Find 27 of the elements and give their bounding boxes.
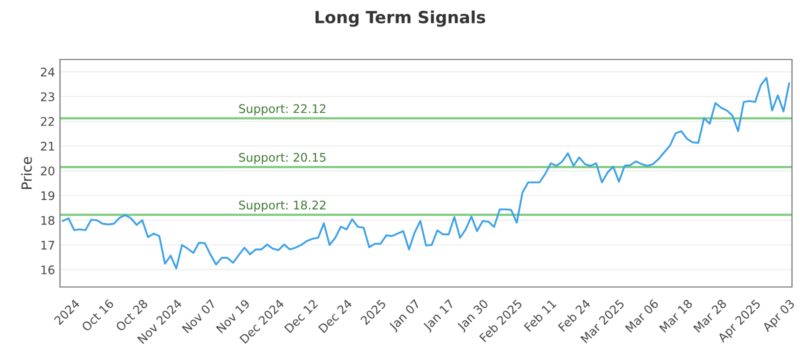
y-tick-label: 21 (40, 142, 54, 151)
ref-line-label: Support: 20.15 (239, 152, 326, 164)
chart-title: Long Term Signals (316, 10, 486, 27)
x-tick-label: Oct 28 (115, 298, 148, 332)
line-series (62, 76, 790, 270)
y-tick-label: 24 (40, 68, 54, 76)
x-tick-label: Apr 03 (762, 298, 797, 334)
x-tick-label: Feb 24 (558, 298, 591, 332)
x-tick-label: Mar 18 (658, 298, 693, 333)
x-tick-label: Jan 07 (388, 298, 422, 333)
ref-line-label: Support: 22.12 (239, 104, 326, 116)
x-tick-label: Nov 07 (182, 298, 216, 334)
x-tick-label: Feb 11 (524, 298, 557, 332)
x-tick-label: Dec 12 (284, 299, 318, 334)
x-tick-label: Oct 16 (81, 298, 114, 332)
y-tick-label: 18 (41, 216, 54, 225)
y-tick-label: 22 (40, 117, 54, 126)
y-axis-title: Price (21, 157, 32, 189)
y-tick-label: 17 (41, 240, 54, 250)
y-tick-label: 16 (41, 265, 54, 274)
x-tick-label: Jan 17 (422, 299, 456, 333)
ref-line-label: Support: 18.22 (239, 200, 326, 212)
x-tick-label: Mar 06 (624, 298, 659, 333)
y-tick-label: 23 (40, 92, 54, 102)
y-tick-label: 19 (41, 191, 54, 200)
x-tick-label: Dec 24 (318, 298, 353, 334)
y-tick-label: 20 (40, 166, 54, 176)
